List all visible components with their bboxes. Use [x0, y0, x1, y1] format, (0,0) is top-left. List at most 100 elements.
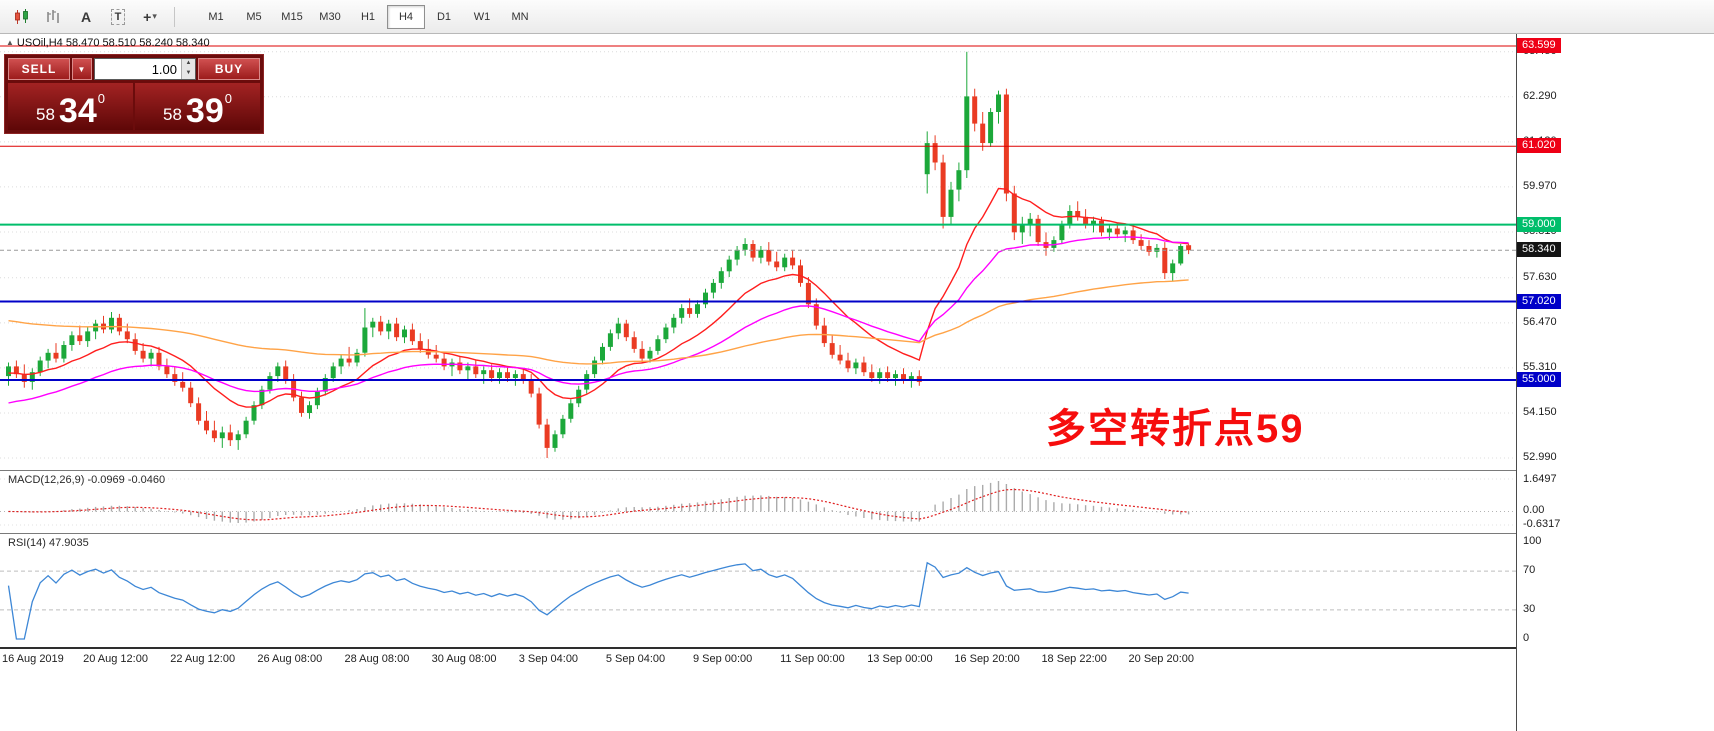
x-axis-label: 22 Aug 12:00	[170, 653, 236, 665]
candle	[560, 414, 566, 439]
candle	[1138, 234, 1144, 250]
candle	[433, 345, 439, 363]
candle	[647, 346, 653, 363]
bar-chart-type-icon[interactable]	[39, 4, 69, 30]
candlestick-chart-type-icon[interactable]	[7, 4, 37, 30]
candle	[663, 323, 669, 344]
macd-histogram	[15, 481, 1190, 523]
sell-price-int: 58	[36, 105, 55, 124]
tab-timeframe-m5[interactable]: M5	[246, 10, 262, 23]
candle	[916, 370, 922, 386]
tab-timeframe-m30[interactable]: M30	[319, 10, 341, 23]
candle	[188, 381, 194, 408]
macd-indicator-panel[interactable]: MACD(12,26,9) -0.0969 -0.0460	[0, 471, 1516, 534]
candle	[853, 358, 859, 375]
one-click-trading-panel: SELL ▼ ▲ ▼ BUY 58	[4, 54, 264, 134]
text-label-tool-icon[interactable]: A	[71, 4, 101, 30]
candle	[307, 401, 312, 419]
candle	[235, 430, 241, 450]
volume-field-wrap: ▲ ▼	[94, 58, 196, 80]
candle	[6, 362, 11, 386]
time-axis[interactable]: 16 Aug 2019 20 Aug 12:00 22 Aug 12:00 26 Au…	[0, 649, 1516, 671]
candle	[1154, 244, 1160, 258]
candlestick-glyph	[15, 8, 28, 24]
macd-axis-label: 0.00	[1523, 504, 1545, 517]
trade-prices-row: 58 34 0 58 39 0	[8, 83, 260, 130]
volume-spinner: ▲ ▼	[181, 59, 195, 79]
price-tick-label: 52.990	[1523, 451, 1557, 463]
buy-price-display[interactable]: 58 39 0	[135, 83, 260, 130]
candle	[829, 335, 835, 359]
candle	[813, 298, 819, 330]
candle	[338, 354, 344, 375]
tab-timeframe-mn[interactable]: MN	[511, 10, 529, 23]
sell-price-pips: 34	[58, 92, 97, 130]
ma-fast-red-line	[8, 187, 1189, 408]
x-axis-label: 30 Aug 08:00	[431, 653, 497, 665]
candle	[845, 352, 851, 373]
buy-button[interactable]: BUY	[198, 58, 260, 80]
candle	[211, 420, 217, 443]
volume-dropdown-button[interactable]: ▼	[72, 58, 92, 80]
candle	[291, 374, 297, 402]
candle	[378, 315, 384, 336]
tab-timeframe-m15[interactable]: M15	[281, 10, 303, 23]
volume-down-button[interactable]: ▼	[181, 69, 195, 79]
rsi-indicator-panel[interactable]: RSI(14) 47.9035	[0, 534, 1516, 649]
candle	[243, 416, 249, 439]
candle	[180, 372, 186, 392]
candle	[1186, 243, 1192, 255]
volume-up-button[interactable]: ▲	[181, 59, 195, 69]
x-axis-label: 16 Sep 20:00	[954, 653, 1020, 665]
macd-signal-line	[8, 488, 1189, 521]
trade-controls-row: SELL ▼ ▲ ▼ BUY	[8, 58, 260, 80]
chart-text-annotation: 多空转折点59	[1046, 407, 1305, 451]
candle	[275, 362, 281, 382]
candle	[695, 300, 700, 318]
candle	[109, 312, 114, 334]
x-axis-label: 3 Sep 04:00	[518, 653, 579, 665]
tab-timeframe-h1[interactable]: H1	[360, 10, 376, 23]
candle	[362, 308, 368, 357]
text-tool-icon[interactable]: T	[103, 4, 133, 30]
candle	[893, 370, 898, 386]
tab-timeframe-m1[interactable]: M1	[208, 10, 224, 23]
rsi-line	[7, 561, 1189, 640]
macd-canvas[interactable]	[0, 471, 1516, 533]
main-chart-canvas[interactable]	[0, 34, 1516, 470]
price-tick-label: 62.290	[1523, 89, 1557, 102]
tab-timeframe-h4[interactable]: H4	[387, 4, 425, 29]
candle	[726, 255, 732, 277]
crosshair-tool-icon[interactable]: + ▾	[135, 4, 165, 30]
rsi-canvas[interactable]	[0, 534, 1516, 647]
candle	[1122, 226, 1128, 243]
candle	[631, 331, 637, 353]
macd-axis-label: -0.6317	[1523, 518, 1561, 530]
price-level-badge: 57.020	[1517, 293, 1561, 309]
candle	[77, 325, 83, 345]
main-price-panel[interactable]: ▲ USOil,H4 58.470 58.510 58.240 58.340 SE…	[0, 34, 1516, 471]
tab-timeframe-w1[interactable]: W1	[473, 10, 491, 23]
toolbar-separator	[174, 6, 175, 27]
candle	[425, 339, 431, 359]
candle	[750, 240, 756, 262]
candle	[742, 238, 748, 256]
candle	[623, 319, 629, 342]
price-level-badge: 59.000	[1517, 216, 1561, 232]
candle	[861, 356, 867, 377]
x-axis-label: 5 Sep 04:00	[605, 653, 666, 665]
sell-button[interactable]: SELL	[8, 58, 70, 80]
candle	[600, 343, 605, 365]
candle	[869, 364, 875, 382]
candle	[370, 317, 376, 338]
volume-input[interactable]	[95, 59, 195, 79]
candle	[972, 88, 978, 132]
tab-timeframe-d1[interactable]: D1	[436, 10, 452, 23]
candle	[655, 335, 661, 355]
price-level-badge: 55.000	[1517, 371, 1561, 387]
sell-price-display[interactable]: 58 34 0	[8, 83, 133, 130]
candle	[877, 368, 883, 384]
candle	[718, 267, 724, 289]
price-axis[interactable]: 63.45062.29061.13059.97058.81057.63056.4…	[1516, 34, 1714, 731]
candle	[409, 323, 415, 345]
